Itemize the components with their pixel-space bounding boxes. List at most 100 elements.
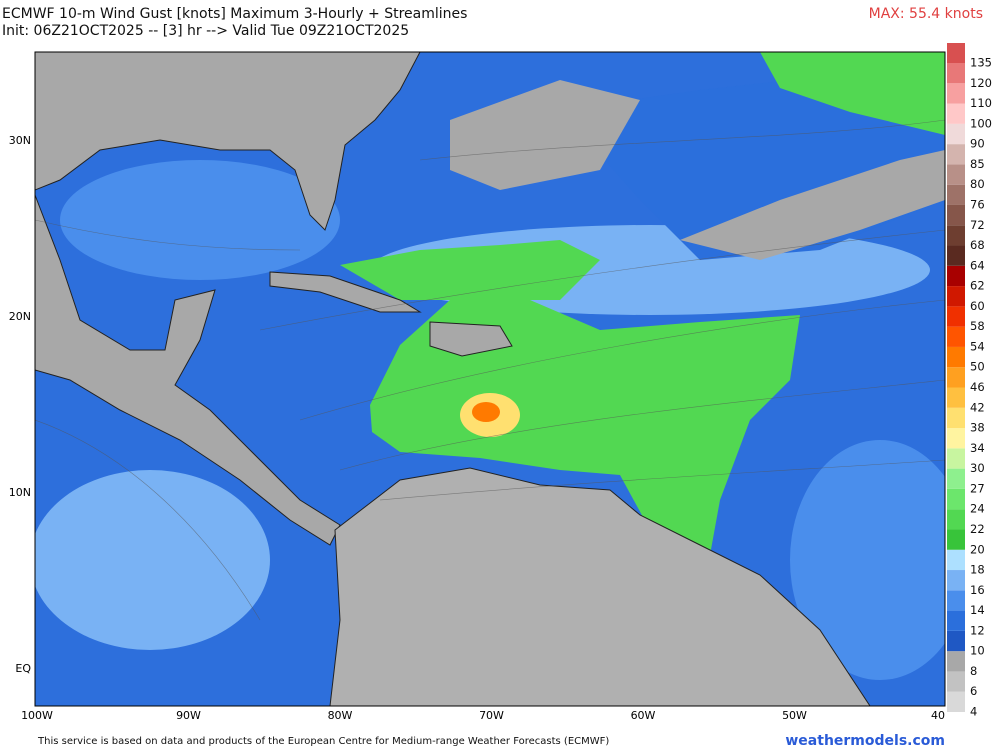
- colorbar-label: 80: [970, 177, 985, 191]
- colorbar-swatch: [947, 103, 965, 124]
- colorbar-swatch: [947, 63, 965, 84]
- gust-max: [472, 402, 500, 422]
- gust-field: [60, 160, 340, 280]
- colorbar-swatch: [947, 367, 965, 388]
- colorbar-label: 58: [970, 319, 985, 333]
- colorbar-swatch: [947, 549, 965, 571]
- colorbar-swatch: [947, 407, 965, 429]
- colorbar-swatch: [947, 630, 965, 652]
- colorbar-swatch: [947, 43, 965, 63]
- lon-label: 70W: [479, 709, 504, 722]
- land: [35, 52, 421, 231]
- map-frame: [34, 51, 946, 707]
- streamline: [299, 299, 945, 421]
- gust-field: [450, 80, 640, 190]
- lat-label: 20N: [9, 310, 31, 323]
- colorbar-label: 14: [970, 603, 985, 617]
- colorbar-swatch: [947, 590, 965, 611]
- lon-label: 50W: [782, 709, 807, 722]
- gust-field: [760, 52, 945, 135]
- colorbar-label: 60: [970, 299, 985, 313]
- land: [269, 271, 422, 313]
- colorbar-label: 72: [970, 218, 985, 232]
- colorbar-label: 27: [970, 481, 985, 495]
- lat-label: 30N: [9, 134, 31, 147]
- land: [35, 194, 341, 546]
- lon-label: 60W: [631, 709, 656, 722]
- colorbar-swatch: [947, 306, 965, 327]
- colorbar-label: 24: [970, 502, 985, 516]
- colorbar-swatch: [947, 245, 965, 266]
- lon-label: 80W: [328, 709, 353, 722]
- colorbar-label: 38: [970, 421, 985, 435]
- colorbar-swatch: [947, 164, 965, 185]
- colorbar-label: 34: [970, 441, 985, 455]
- colorbar-swatch: [947, 610, 965, 631]
- colorbar-label: 64: [970, 258, 985, 272]
- colorbar-label: 50: [970, 360, 985, 374]
- lat-label: 10N: [9, 486, 31, 499]
- colorbar-swatch: [947, 225, 965, 246]
- colorbar-label: 22: [970, 522, 985, 536]
- map-area: [35, 52, 945, 706]
- lon-label: 40: [931, 709, 945, 722]
- credit: This service is based on data and produc…: [37, 736, 609, 747]
- colorbar-swatch: [947, 204, 965, 226]
- colorbar-label: 54: [970, 339, 985, 353]
- subtitle: Init: 06Z21OCT2025 -- [3] hr --> Valid T…: [2, 23, 409, 39]
- colorbar-swatch: [947, 144, 965, 165]
- colorbar-label: 4: [970, 705, 977, 719]
- colorbar-label: 20: [970, 542, 985, 556]
- colorbar-swatch: [947, 184, 965, 205]
- colorbar-label: 12: [970, 623, 985, 637]
- streamline: [35, 219, 301, 251]
- colorbar-swatch: [947, 123, 965, 145]
- colorbar-swatch: [947, 488, 965, 510]
- land: [329, 467, 871, 706]
- streamline: [419, 119, 945, 161]
- lat-label: EQ: [15, 662, 31, 675]
- colorbar-swatch: [947, 387, 965, 408]
- site: weathermodels.com: [785, 733, 945, 749]
- colorbar-swatch: [947, 671, 965, 692]
- colorbar-swatch: [947, 691, 965, 712]
- streamline: [339, 379, 945, 471]
- colorbar-swatch: [947, 346, 965, 368]
- colorbar-swatch: [947, 448, 965, 469]
- colorbar-label: 62: [970, 279, 985, 293]
- colorbar-label: 8: [970, 664, 977, 678]
- colorbar-label: 90: [970, 137, 985, 151]
- colorbar-label: 76: [970, 197, 985, 211]
- streamlines: [35, 119, 945, 621]
- colorbar-label: 120: [970, 76, 992, 90]
- colorbar-swatch: [947, 265, 965, 287]
- gust-field: [35, 470, 270, 650]
- colorbar-label: 100: [970, 116, 992, 130]
- colorbar-swatch: [947, 570, 965, 591]
- streamline: [259, 229, 945, 331]
- streamline: [35, 419, 261, 621]
- colorbar-swatch: [947, 286, 965, 307]
- colorbar-label: 10: [970, 644, 985, 658]
- land: [429, 321, 513, 357]
- lon-label: 100W: [21, 709, 53, 722]
- streamline: [379, 459, 945, 501]
- gust-field: [340, 240, 600, 300]
- colorbar-swatch: [947, 529, 965, 550]
- colorbar-label: 68: [970, 238, 985, 252]
- colorbar-swatch: [947, 509, 965, 530]
- colorbar-swatch: [947, 83, 965, 104]
- colorbar-swatch: [947, 428, 965, 449]
- colorbar-label: 6: [970, 684, 977, 698]
- gust-field: [370, 300, 800, 555]
- colorbar-swatch: [947, 468, 965, 489]
- colorbar-label: 135: [970, 56, 992, 70]
- colorbar-swatch: [947, 326, 965, 347]
- gust-field: [680, 150, 945, 260]
- colorbar-label: 85: [970, 157, 985, 171]
- colorbar-label: 16: [970, 583, 985, 597]
- title: ECMWF 10-m Wind Gust [knots] Maximum 3-H…: [2, 6, 467, 22]
- gust-field: [790, 440, 945, 680]
